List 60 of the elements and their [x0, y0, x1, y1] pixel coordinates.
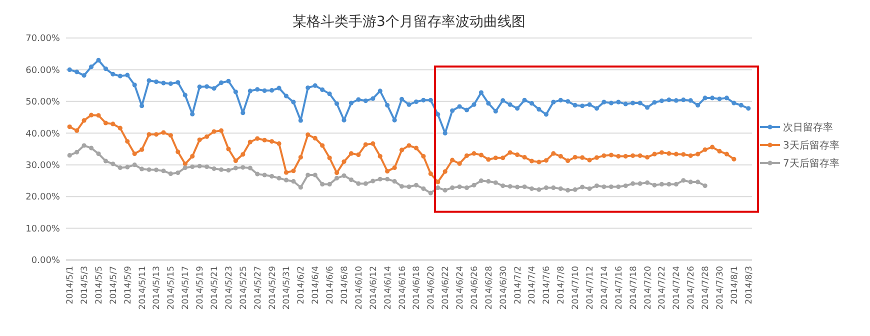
- x-tick-label: 2014/5/9: [123, 266, 134, 304]
- x-tick-label: 2014/5/29: [268, 266, 278, 310]
- y-tick-label: 30.00%: [26, 161, 60, 172]
- x-tick-label: 2014/6/24: [456, 266, 466, 310]
- x-tick-label: 2014/5/11: [138, 266, 148, 310]
- x-tick-label: 2014/7/30: [715, 266, 726, 310]
- x-tick-label: 2014/5/13: [152, 266, 162, 310]
- x-tick-label: 2014/7/26: [686, 266, 697, 310]
- y-tick-label: 10.00%: [26, 224, 60, 234]
- x-tick-label: 2014/7/10: [571, 266, 582, 310]
- y-tick-label: 0.00%: [31, 256, 60, 266]
- x-tick-label: 2014/7/28: [701, 266, 712, 310]
- x-tick-label: 2014/6/2: [296, 266, 307, 304]
- y-tick-label: 20.00%: [26, 192, 60, 203]
- x-tick-label: 2014/5/1: [66, 266, 76, 304]
- x-tick-label: 2014/5/7: [108, 266, 119, 304]
- x-tick-label: 2014/6/10: [354, 266, 364, 310]
- x-tick-label: 2014/6/16: [398, 266, 408, 310]
- y-tick-label: 50.00%: [26, 98, 60, 108]
- x-tick-label: 2014/5/23: [224, 266, 234, 310]
- legend-label: 次日留存率: [783, 122, 833, 134]
- x-tick-label: 2014/6/4: [311, 266, 322, 304]
- x-tick-label: 2014/6/20: [426, 266, 437, 310]
- x-tick-label: 2014/6/6: [326, 266, 336, 304]
- x-tick-label: 2014/8/1: [730, 266, 740, 304]
- x-tick-label: 2014/5/27: [253, 266, 264, 310]
- x-tick-label: 2014/7/22: [658, 266, 668, 310]
- x-tick-label: 2014/6/14: [383, 266, 394, 310]
- x-tick-label: 2014/7/14: [600, 266, 610, 310]
- x-tick-label: 2014/8/3: [744, 266, 754, 304]
- x-tick-label: 2014/6/22: [441, 266, 452, 310]
- x-tick-label: 2014/6/8: [340, 266, 350, 304]
- x-tick-label: 2014/7/6: [542, 266, 552, 304]
- x-tick-label: 2014/5/15: [166, 266, 177, 310]
- x-tick-label: 2014/5/25: [238, 266, 249, 310]
- x-tick-label: 2014/6/12: [368, 266, 379, 310]
- x-tick-label: 2014/6/30: [498, 266, 509, 310]
- x-tick-label: 2014/7/12: [586, 266, 596, 310]
- legend-label: 3天后留存率: [783, 140, 840, 152]
- y-tick-label: 60.00%: [26, 66, 60, 76]
- x-tick-label: 2014/6/18: [412, 266, 422, 310]
- y-tick-label: 70.00%: [26, 34, 60, 44]
- x-tick-label: 2014/6/28: [484, 266, 494, 310]
- y-tick-label: 40.00%: [26, 129, 60, 140]
- x-tick-label: 2014/7/20: [643, 266, 654, 310]
- x-tick-label: 2014/6/26: [470, 266, 480, 310]
- chart-title: 某格斗类手游3个月留存率波动曲线图: [292, 14, 526, 30]
- x-tick-label: 2014/7/2: [513, 266, 524, 304]
- x-tick-label: 2014/5/21: [210, 266, 220, 310]
- x-tick-label: 2014/5/17: [181, 266, 192, 310]
- legend-label: 7天后留存率: [783, 158, 840, 170]
- x-tick-label: 2014/7/18: [628, 266, 639, 310]
- x-tick-label: 2014/7/16: [614, 266, 624, 310]
- x-tick-label: 2014/5/19: [196, 266, 206, 310]
- x-tick-label: 2014/5/3: [80, 266, 90, 304]
- x-tick-label: 2014/7/4: [528, 266, 538, 304]
- x-tick-label: 2014/7/8: [556, 266, 567, 304]
- x-tick-label: 2014/7/24: [672, 266, 682, 310]
- x-tick-label: 2014/5/5: [94, 266, 104, 304]
- x-tick-label: 2014/5/31: [282, 266, 292, 310]
